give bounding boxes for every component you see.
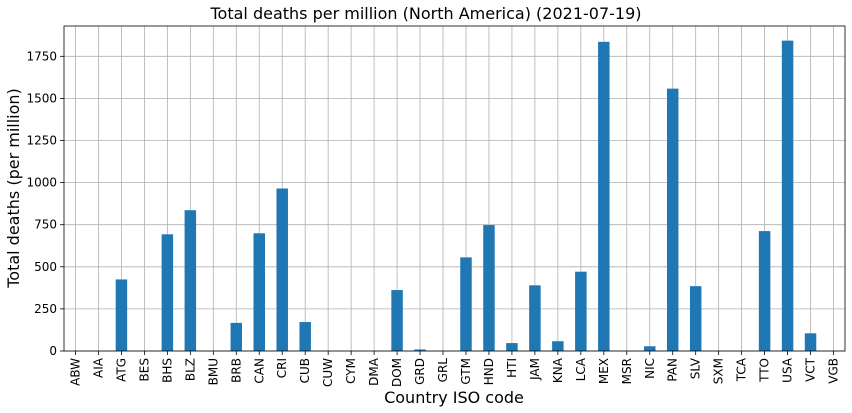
x-tick-label: CUB <box>298 358 312 383</box>
x-tick-label: AIA <box>91 357 105 378</box>
x-axis-ticks: ABW AIA ATG BES BHS BLZ BMU BRB CAN CRI CUB CUW CYM D… <box>68 351 841 387</box>
x-tick-label: NIC <box>643 358 657 379</box>
bar-cri <box>276 188 288 351</box>
bar-cub <box>299 322 311 351</box>
x-tick-label: SXM <box>712 358 726 384</box>
x-tick-label: VGB <box>827 358 841 384</box>
x-tick-label: KNA <box>551 357 565 383</box>
bar-vct <box>804 333 817 351</box>
x-tick-label: ATG <box>114 358 128 382</box>
bar-mex <box>598 41 610 352</box>
bar-nic <box>644 346 656 351</box>
bar-gtm <box>460 257 472 351</box>
bar-bhs <box>161 234 174 351</box>
x-tick-label: ABW <box>68 358 82 386</box>
bar-pan <box>666 88 679 351</box>
bars <box>115 40 817 352</box>
bar-lca <box>575 271 587 351</box>
y-tick-label: 750 <box>34 218 57 232</box>
bar-blz <box>184 210 197 351</box>
y-tick-label: 1000 <box>26 176 57 190</box>
x-tick-label: MEX <box>597 358 611 384</box>
x-tick-label: CYM <box>344 358 358 384</box>
x-tick-label: DOM <box>390 358 404 387</box>
bar-brb <box>230 322 243 351</box>
x-tick-label: CRI <box>275 358 289 378</box>
x-axis-label: Country ISO code <box>384 388 524 407</box>
y-tick-label: 250 <box>34 302 57 316</box>
x-tick-label: BHS <box>160 358 174 383</box>
x-tick-label: DMA <box>367 357 381 386</box>
y-tick-label: 1750 <box>26 49 57 63</box>
y-tick-label: 0 <box>49 344 57 358</box>
bar-tto <box>758 231 771 351</box>
x-tick-label: SLV <box>689 357 703 379</box>
x-tick-label: CAN <box>252 358 266 384</box>
y-tick-label: 500 <box>34 260 57 274</box>
bar-usa <box>781 40 794 351</box>
x-tick-label: PAN <box>666 358 680 382</box>
plot-frame <box>63 25 846 352</box>
bar-dom <box>391 290 403 351</box>
x-tick-label: BES <box>137 358 151 381</box>
x-tick-label: LCA <box>574 357 588 381</box>
y-tick-label: 1250 <box>26 134 57 148</box>
x-tick-label: TCA <box>735 357 749 382</box>
bar-kna <box>552 341 564 351</box>
bar-jam <box>529 285 541 351</box>
y-tick-label: 1500 <box>26 91 57 105</box>
bar-can <box>253 233 265 351</box>
x-tick-label: JAM <box>528 358 542 381</box>
x-tick-label: BLZ <box>183 358 197 381</box>
x-tick-label: MSR <box>620 358 634 384</box>
x-tick-label: CUW <box>321 358 335 387</box>
x-tick-label: GRL <box>436 358 450 383</box>
x-tick-label: VCT <box>804 357 818 382</box>
bar-atg <box>115 279 128 351</box>
chart-title: Total deaths per million (North America)… <box>209 4 641 23</box>
x-tick-label: TTO <box>758 358 772 383</box>
bar-hnd <box>483 225 495 351</box>
x-tick-label: BMU <box>206 358 220 385</box>
x-tick-label: HTI <box>505 358 519 378</box>
y-axis-ticks: 0 250 500 750 1000 1250 1500 1750 <box>26 49 64 358</box>
x-tick-label: GRD <box>413 358 427 385</box>
x-tick-label: GTM <box>459 358 473 385</box>
bar-grd <box>414 349 426 351</box>
x-tick-label: USA <box>781 357 795 383</box>
y-axis-label: Total deaths (per million) <box>4 88 23 289</box>
x-tick-label: BRB <box>229 358 243 383</box>
bar-hti <box>506 343 518 351</box>
x-tick-label: HND <box>482 358 496 385</box>
bar-slv <box>689 286 702 351</box>
